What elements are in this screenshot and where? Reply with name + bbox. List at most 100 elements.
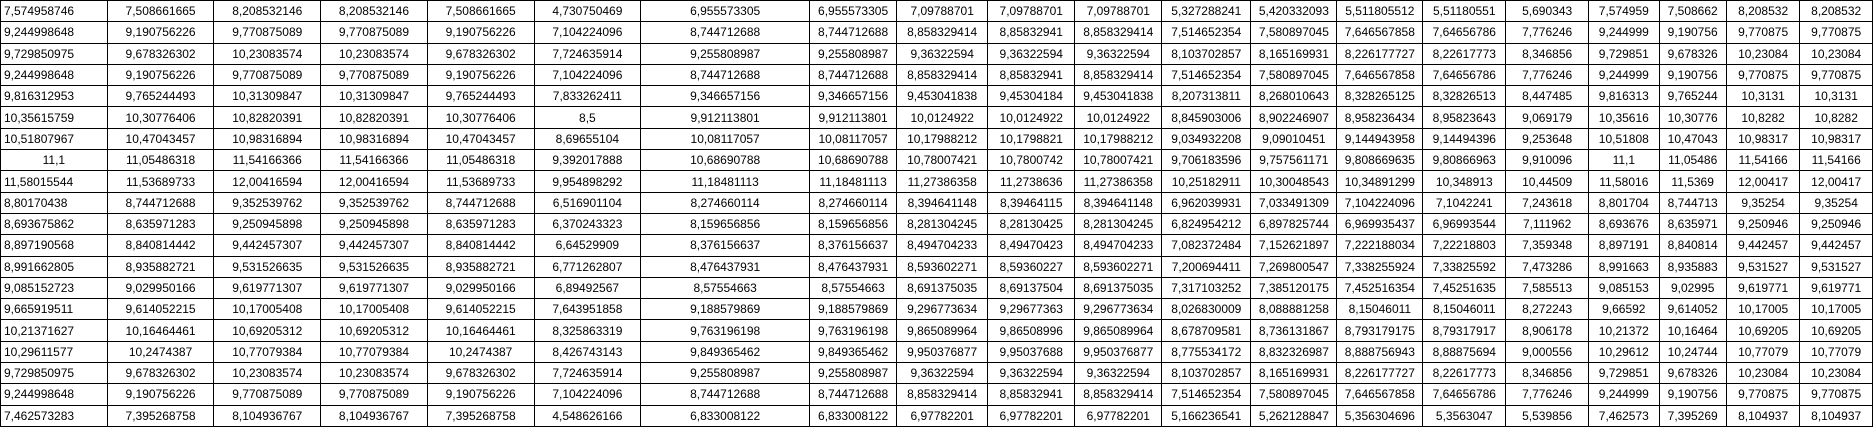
- table-cell[interactable]: 9,80866963: [1422, 149, 1507, 172]
- table-cell[interactable]: 9,678326: [1658, 362, 1727, 385]
- table-cell[interactable]: 8,447485: [1505, 85, 1590, 108]
- table-cell[interactable]: 10,17005408: [320, 298, 428, 321]
- table-cell[interactable]: 10,68690788: [809, 149, 898, 172]
- table-cell[interactable]: 10,3131: [1799, 85, 1873, 108]
- table-cell[interactable]: 9,816312953: [0, 85, 108, 108]
- table-cell[interactable]: 8,226177727: [1336, 362, 1424, 385]
- table-cell[interactable]: 9,190756226: [106, 21, 215, 44]
- table-cell[interactable]: 8,840814: [1658, 234, 1727, 257]
- table-cell[interactable]: 5,262128847: [1250, 404, 1338, 427]
- table-cell[interactable]: 9,36322594: [1074, 362, 1163, 385]
- table-cell[interactable]: 11,58015544: [0, 170, 108, 193]
- table-cell[interactable]: 9,190756226: [426, 21, 535, 44]
- table-cell[interactable]: 9,190756226: [426, 63, 535, 87]
- table-cell[interactable]: 9,531527: [1725, 255, 1801, 278]
- table-cell[interactable]: 9,665919511: [0, 298, 108, 321]
- table-cell[interactable]: 8,902246907: [1250, 106, 1338, 129]
- table-cell[interactable]: 9,45304184: [987, 85, 1076, 108]
- table-cell[interactable]: 7,580897045: [1250, 63, 1338, 87]
- table-cell[interactable]: 8,159656856: [640, 212, 811, 236]
- table-cell[interactable]: 7,646567858: [1336, 63, 1424, 87]
- table-cell[interactable]: 10,98316894: [320, 127, 428, 151]
- table-cell[interactable]: 10,30776: [1658, 106, 1727, 129]
- table-cell[interactable]: 9,190756226: [106, 63, 215, 87]
- table-cell[interactable]: 11,54166366: [320, 149, 428, 172]
- table-cell[interactable]: 9,816313: [1588, 85, 1660, 108]
- table-cell[interactable]: 9,865089964: [1074, 319, 1163, 342]
- table-cell[interactable]: 8,103702857: [1161, 42, 1252, 65]
- table-cell[interactable]: 7,514652354: [1161, 21, 1252, 44]
- table-cell[interactable]: 8,678709581: [1161, 319, 1252, 342]
- table-cell[interactable]: 9,244999: [1588, 21, 1660, 44]
- table-cell[interactable]: 8,744712688: [809, 63, 898, 87]
- table-cell[interactable]: 8,59360227: [987, 255, 1076, 278]
- table-cell[interactable]: 6,96993544: [1422, 212, 1507, 236]
- table-cell[interactable]: 7,585513: [1505, 276, 1590, 300]
- table-cell[interactable]: 8,476437931: [640, 255, 811, 278]
- table-cell[interactable]: 5,327288241: [1161, 0, 1252, 23]
- table-cell[interactable]: 7,45251635: [1422, 276, 1507, 300]
- table-cell[interactable]: 8,274660114: [809, 191, 898, 214]
- table-cell[interactable]: 9,770875: [1799, 383, 1873, 406]
- table-cell[interactable]: 9,188579869: [640, 298, 811, 321]
- table-cell[interactable]: 10,44509: [1505, 170, 1590, 193]
- table-cell[interactable]: 10,23083574: [213, 362, 322, 385]
- table-cell[interactable]: 7,1042241: [1422, 191, 1507, 214]
- table-cell[interactable]: 9,36322594: [896, 42, 989, 65]
- table-cell[interactable]: 10,98317: [1725, 127, 1801, 151]
- table-cell[interactable]: 7,317103252: [1161, 276, 1252, 300]
- table-cell[interactable]: 9,085153: [1588, 276, 1660, 300]
- table-cell[interactable]: 10,30776406: [106, 106, 215, 129]
- table-cell[interactable]: 8,494704233: [1074, 234, 1163, 257]
- table-cell[interactable]: 7,646567858: [1336, 383, 1424, 406]
- table-cell[interactable]: 7,033491309: [1250, 191, 1338, 214]
- table-cell[interactable]: 10,2474387: [106, 340, 215, 364]
- table-cell[interactable]: 9,453041838: [896, 85, 989, 108]
- table-cell[interactable]: 9,255808987: [640, 42, 811, 65]
- table-cell[interactable]: 8,858329414: [1074, 21, 1163, 44]
- table-cell[interactable]: 7,574958746: [0, 0, 108, 23]
- table-cell[interactable]: 9,770875089: [320, 63, 428, 87]
- table-cell[interactable]: 6,897825744: [1250, 212, 1338, 236]
- table-cell[interactable]: 8,272243: [1505, 298, 1590, 321]
- table-cell[interactable]: 9,244998648: [0, 383, 108, 406]
- table-cell[interactable]: 8,691375035: [896, 276, 989, 300]
- table-cell[interactable]: 8,80170438: [0, 191, 108, 214]
- table-cell[interactable]: 7,359348: [1505, 234, 1590, 257]
- table-cell[interactable]: 9,770875: [1725, 383, 1801, 406]
- table-cell[interactable]: 8,39464115: [987, 191, 1076, 214]
- table-cell[interactable]: 9,346657156: [809, 85, 898, 108]
- table-cell[interactable]: 7,508661665: [106, 0, 215, 23]
- table-cell[interactable]: 8,208532: [1725, 0, 1801, 23]
- table-cell[interactable]: 9,296773634: [896, 298, 989, 321]
- table-cell[interactable]: 7,111962: [1505, 212, 1590, 236]
- table-cell[interactable]: 10,08117057: [640, 127, 811, 151]
- table-cell[interactable]: 8,85832941: [987, 63, 1076, 87]
- table-cell[interactable]: 6,833008122: [809, 404, 898, 427]
- table-cell[interactable]: 5,51180551: [1422, 0, 1507, 23]
- table-cell[interactable]: 9,765244: [1658, 85, 1727, 108]
- table-cell[interactable]: 8,346856: [1505, 362, 1590, 385]
- table-cell[interactable]: 9,250945898: [320, 212, 428, 236]
- table-cell[interactable]: 9,034932208: [1161, 127, 1252, 151]
- table-cell[interactable]: 9,250945898: [213, 212, 322, 236]
- table-cell[interactable]: 10,98316894: [213, 127, 322, 151]
- table-cell[interactable]: 9,950376877: [896, 340, 989, 364]
- table-cell[interactable]: 10,69205: [1725, 319, 1801, 342]
- table-cell[interactable]: 7,452516354: [1336, 276, 1424, 300]
- table-cell[interactable]: 8,840814442: [426, 234, 535, 257]
- table-cell[interactable]: 9,849365462: [640, 340, 811, 364]
- table-cell[interactable]: 7,09788701: [896, 0, 989, 23]
- table-cell[interactable]: 11,05486318: [426, 149, 535, 172]
- table-cell[interactable]: 10,17005: [1799, 298, 1873, 321]
- table-cell[interactable]: 8,775534172: [1161, 340, 1252, 364]
- table-cell[interactable]: 7,514652354: [1161, 383, 1252, 406]
- table-cell[interactable]: 10,35616: [1588, 106, 1660, 129]
- table-cell[interactable]: 9,029950166: [106, 276, 215, 300]
- table-cell[interactable]: 11,18481113: [640, 170, 811, 193]
- table-cell[interactable]: 5,420332093: [1250, 0, 1338, 23]
- table-cell[interactable]: 10,8282: [1725, 106, 1801, 129]
- table-cell[interactable]: 8,858329414: [1074, 383, 1163, 406]
- table-cell[interactable]: 9,000556: [1505, 340, 1590, 364]
- table-cell[interactable]: 10,23084: [1725, 42, 1801, 65]
